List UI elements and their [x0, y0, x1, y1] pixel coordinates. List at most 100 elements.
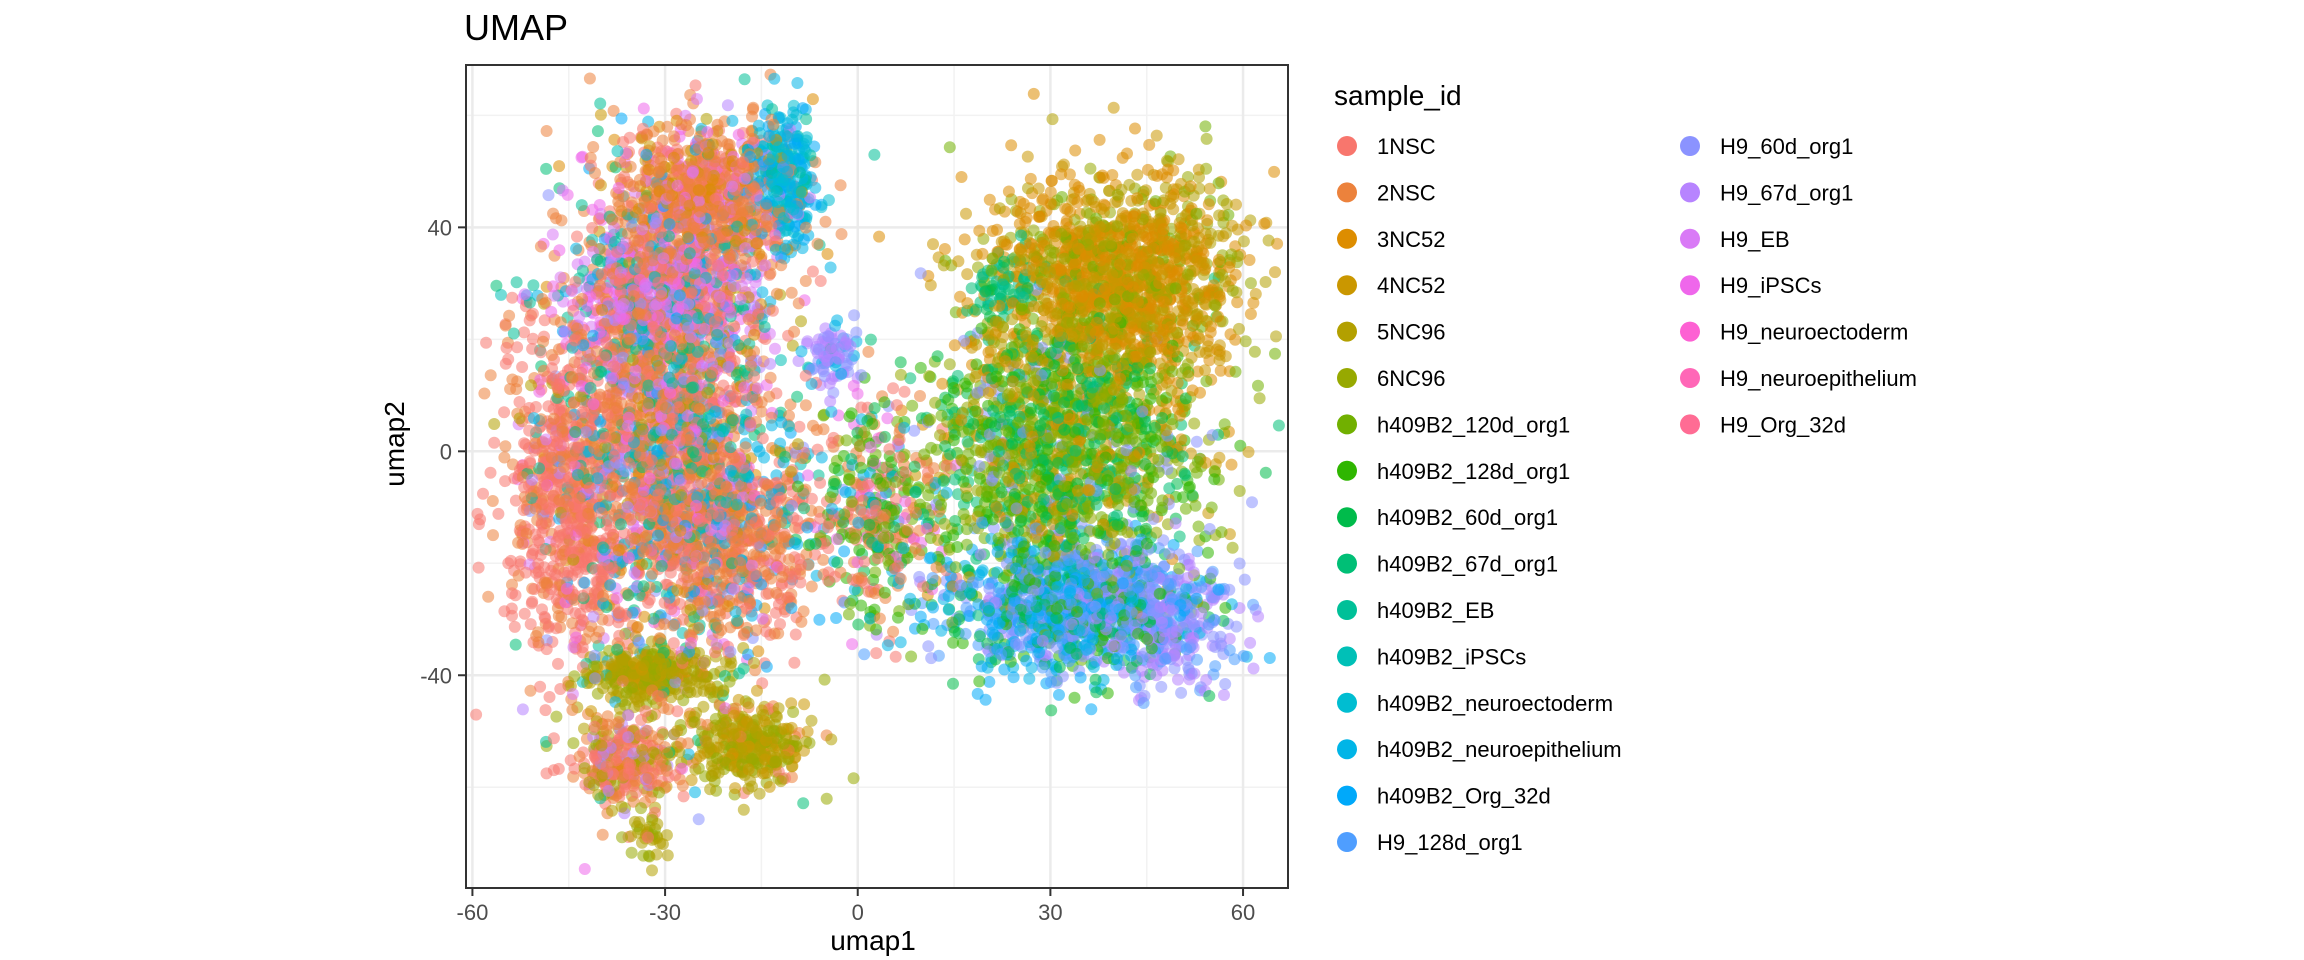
scatter-point — [960, 490, 973, 502]
scatter-point — [594, 179, 607, 192]
scatter-point — [1203, 690, 1216, 702]
scatter-point — [534, 680, 547, 693]
scatter-point — [737, 803, 750, 816]
scatter-point — [853, 544, 866, 556]
scatter-point — [908, 424, 921, 437]
scatter-point — [1087, 661, 1100, 673]
scatter-point — [502, 353, 515, 366]
scatter-point — [799, 399, 812, 412]
scatter-point — [892, 611, 904, 624]
scatter-point — [1188, 417, 1201, 430]
scatter-point — [697, 700, 710, 713]
scatter-point — [1200, 132, 1213, 145]
scatter-point — [547, 207, 560, 220]
scatter-point — [553, 244, 566, 257]
scatter-point — [692, 813, 705, 826]
scatter-point — [1027, 87, 1040, 100]
scatter-point — [566, 617, 579, 630]
scatter-point — [805, 714, 818, 727]
scatter-point — [586, 222, 599, 234]
scatter-point — [671, 705, 684, 718]
scatter-points — [470, 68, 1285, 877]
scatter-point — [958, 233, 971, 246]
scatter-point — [1101, 687, 1114, 700]
scatter-point — [524, 618, 537, 631]
scatter-point — [947, 677, 959, 690]
scatter-point — [1021, 150, 1034, 163]
scatter-point — [890, 399, 903, 412]
scatter-point — [498, 451, 511, 464]
scatter-point — [1253, 392, 1266, 405]
scatter-point — [887, 625, 900, 638]
scatter-point — [938, 243, 951, 255]
scatter-point — [894, 368, 907, 381]
scatter-point — [887, 382, 900, 395]
scatter-point — [1209, 660, 1222, 673]
scatter-point — [526, 332, 539, 345]
scatter-point — [1226, 541, 1239, 554]
scatter-point — [470, 708, 483, 721]
scatter-point — [894, 356, 907, 369]
scatter-point — [795, 615, 808, 628]
scatter-point — [799, 275, 812, 287]
scatter-point — [821, 248, 834, 260]
scatter-point — [1233, 557, 1246, 570]
scatter-point — [509, 638, 522, 651]
scatter-point — [1147, 513, 1160, 525]
scatter-point — [1231, 296, 1244, 309]
scatter-point — [1175, 418, 1188, 431]
scatter-point — [738, 73, 751, 86]
scatter-point — [881, 412, 894, 425]
scatter-point — [1237, 650, 1250, 662]
scatter-point — [805, 580, 818, 593]
scatter-point — [488, 436, 501, 449]
scatter-point — [1131, 168, 1144, 181]
plot-area — [466, 65, 1288, 888]
scatter-point — [1023, 672, 1036, 685]
scatter-point — [937, 259, 950, 272]
scatter-point — [1143, 138, 1156, 151]
scatter-point — [1005, 139, 1018, 152]
scatter-point — [1053, 688, 1065, 701]
scatter-point — [588, 649, 601, 662]
scatter-point — [482, 590, 495, 603]
scatter-point — [499, 440, 512, 453]
scatter-point — [542, 189, 555, 202]
scatter-point — [689, 763, 702, 776]
scatter-point — [768, 72, 781, 85]
scatter-point — [1252, 379, 1264, 392]
scatter-point — [1225, 458, 1238, 471]
scatter-point — [801, 335, 814, 348]
scatter-point — [578, 863, 591, 875]
scatter-point — [495, 288, 507, 301]
scatter-point — [1155, 680, 1168, 693]
scatter-point — [858, 648, 871, 661]
scatter-point — [1239, 335, 1252, 348]
scatter-point — [488, 418, 501, 430]
scatter-point — [594, 108, 607, 121]
scatter-point — [797, 797, 810, 810]
scatter-point — [1084, 162, 1097, 175]
scatter-point — [815, 451, 828, 464]
scatter-point — [1200, 375, 1213, 388]
scatter-point — [813, 613, 826, 626]
scatter-point — [1150, 129, 1163, 142]
scatter-point — [840, 434, 853, 447]
scatter-point — [571, 230, 583, 243]
scatter-point — [587, 141, 600, 153]
scatter-point — [524, 684, 537, 697]
scatter-point — [525, 597, 538, 610]
scatter-point — [1269, 347, 1281, 360]
scatter-point — [477, 487, 489, 500]
scatter-point — [625, 846, 638, 859]
scatter-point — [534, 346, 547, 359]
scatter-point — [927, 617, 940, 630]
scatter-point — [1045, 704, 1058, 717]
scatter-point — [637, 849, 650, 862]
scatter-point — [973, 224, 986, 237]
scatter-point — [1191, 545, 1204, 558]
scatter-point — [510, 276, 523, 289]
scatter-point — [791, 77, 804, 89]
scatter-point — [905, 650, 918, 663]
